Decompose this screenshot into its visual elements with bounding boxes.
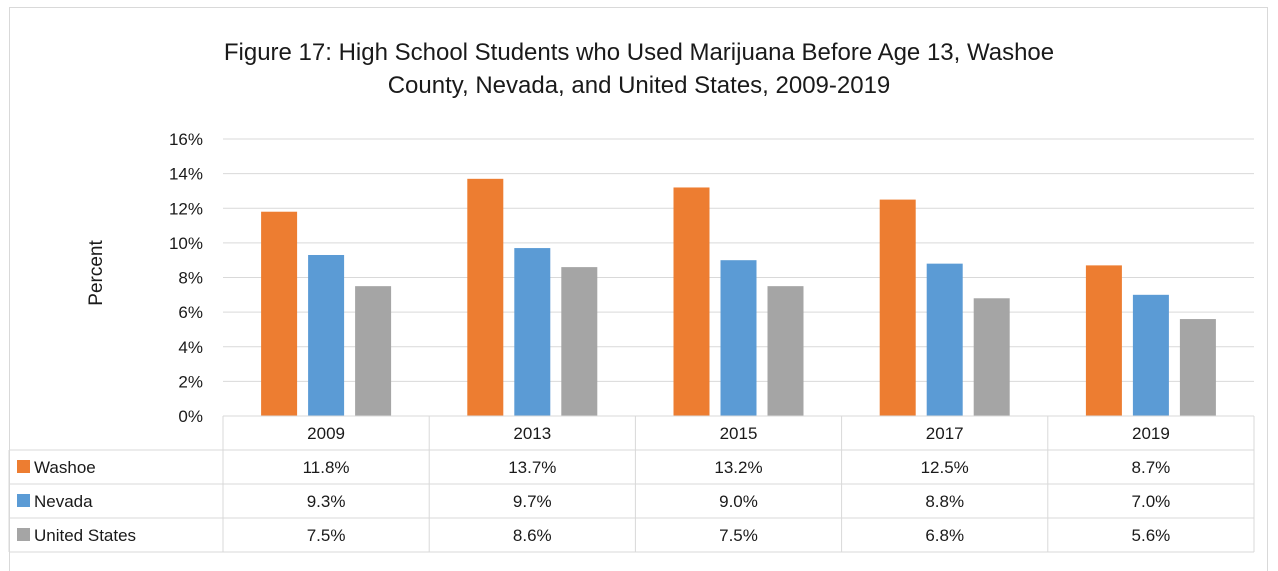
bar-washoe-2013 [467,178,504,416]
data-label: 8.6% [513,526,552,545]
data-label: 7.5% [307,526,346,545]
bar-washoe-2015 [673,187,710,416]
chart-title-line-2: County, Nevada, and United States, 2009-… [387,72,891,99]
data-label: 12.5% [921,458,969,477]
y-tick-label: 8% [178,269,203,288]
legend-swatch [17,460,30,473]
bars [261,178,1216,416]
bar-nevada-2019 [1132,294,1169,416]
x-tick-label: 2015 [720,424,758,443]
data-label: 6.8% [925,526,964,545]
data-label: 13.7% [508,458,556,477]
bar-washoe-2019 [1085,265,1122,416]
data-label: 11.8% [303,458,350,477]
chart-frame [9,7,1268,571]
x-tick-label: 2019 [1132,424,1170,443]
bar-united-states-2019 [1179,319,1216,416]
data-label: 9.3% [307,492,346,511]
bar-nevada-2015 [720,260,757,416]
y-tick-label: 16% [169,130,203,149]
data-label: 7.0% [1132,492,1171,511]
data-label: 8.7% [1132,458,1171,477]
legend-swatch [17,528,30,541]
data-label: 5.6% [1132,526,1171,545]
legend-swatch [17,494,30,507]
data-label: 9.7% [513,492,552,511]
bar-united-states-2017 [973,298,1010,416]
y-tick-label: 6% [178,303,203,322]
chart-title-line-1: Figure 17: High School Students who Used… [223,39,1055,66]
y-tick-label: 10% [169,234,203,253]
chart-title: Figure 17: High School Students who Used… [0,36,1278,102]
legend-label: Washoe [34,458,96,477]
legend-label: United States [34,526,136,545]
bar-united-states-2015 [767,286,804,416]
x-tick-label: 2013 [513,424,551,443]
data-label: 9.0% [719,492,758,511]
bar-nevada-2013 [514,248,551,416]
legend-label: Nevada [34,492,93,511]
data-table: 2009 2013 2015 2017 2019 Washoe 11.8% 13.7% 13.2… [8,415,1255,553]
x-tick-label: 2017 [926,424,964,443]
data-label: 13.2% [714,458,762,477]
bar-united-states-2013 [561,267,598,416]
bar-nevada-2009 [308,254,345,416]
bar-washoe-2017 [879,199,916,416]
y-tick-label: 12% [169,199,203,218]
y-tick-label: 14% [169,165,203,184]
y-axis-ticks: 0% 2% 4% 6% 8% 10% 12% 14% 16% [169,130,203,426]
data-label: 7.5% [719,526,758,545]
bar-washoe-2009 [261,211,298,416]
y-tick-label: 0% [178,407,203,426]
x-tick-label: 2009 [307,424,345,443]
bar-nevada-2017 [926,263,963,416]
y-axis-label: Percent [86,240,107,306]
y-tick-label: 2% [178,372,203,391]
y-tick-label: 4% [178,338,203,357]
data-label: 8.8% [925,492,964,511]
bar-united-states-2009 [355,286,392,416]
